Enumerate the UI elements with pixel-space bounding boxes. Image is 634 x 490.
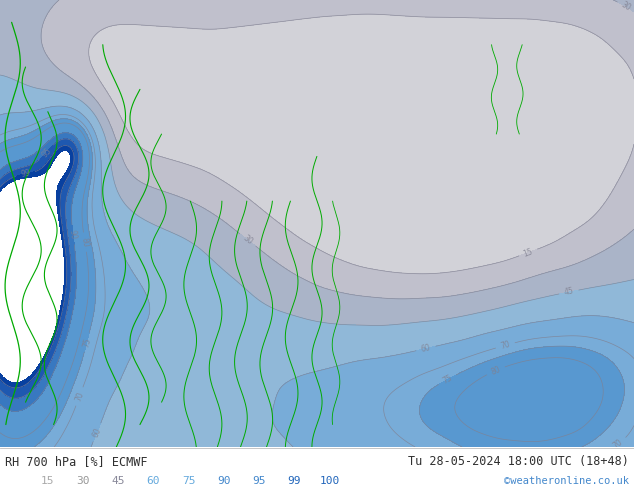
Text: 60: 60	[146, 475, 160, 486]
Text: 70: 70	[612, 438, 624, 450]
Text: 95: 95	[40, 146, 53, 159]
Text: 15: 15	[522, 246, 534, 258]
Text: 80: 80	[80, 237, 90, 247]
Text: ©weatheronline.co.uk: ©weatheronline.co.uk	[504, 475, 629, 486]
Text: 99: 99	[288, 475, 301, 486]
Text: 30: 30	[242, 234, 254, 246]
Text: 75: 75	[441, 373, 454, 386]
Text: 30: 30	[76, 475, 89, 486]
Text: 15: 15	[41, 475, 55, 486]
Text: 99: 99	[20, 169, 31, 179]
Text: Tu 28-05-2024 18:00 UTC (18+48): Tu 28-05-2024 18:00 UTC (18+48)	[408, 455, 629, 467]
Text: 60: 60	[420, 343, 432, 354]
Text: 45: 45	[563, 287, 574, 297]
Text: 45: 45	[112, 475, 125, 486]
Text: 60: 60	[91, 426, 103, 439]
Text: 100: 100	[320, 475, 340, 486]
Text: 70: 70	[74, 391, 86, 403]
Text: 75: 75	[182, 475, 195, 486]
Text: 90: 90	[217, 475, 231, 486]
Text: 75: 75	[81, 337, 93, 348]
Text: 70: 70	[500, 340, 511, 351]
Text: 90: 90	[68, 229, 78, 240]
Text: 80: 80	[489, 365, 502, 377]
Text: RH 700 hPa [%] ECMWF: RH 700 hPa [%] ECMWF	[5, 455, 148, 467]
Text: 95: 95	[252, 475, 266, 486]
Text: 30: 30	[619, 0, 633, 13]
